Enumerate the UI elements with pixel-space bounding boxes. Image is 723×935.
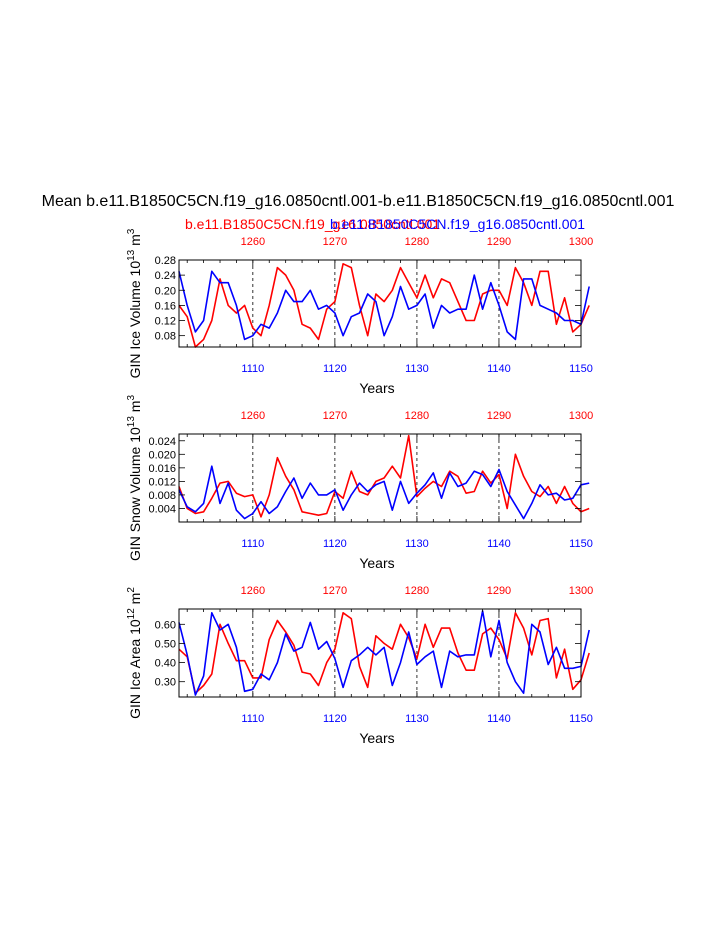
plot-frame xyxy=(178,259,582,348)
x-tick-label-blue: 1110 xyxy=(241,538,264,550)
x-axis-title: Years xyxy=(359,380,394,396)
x-tick-label-red: 1270 xyxy=(323,236,347,248)
y-tick-label: 0.30 xyxy=(155,677,176,689)
main-title: Mean b.e11.B1850C5CN.f19_g16.0850cntl.00… xyxy=(42,193,675,210)
y-tick-label: 0.012 xyxy=(148,476,176,488)
x-tick-label-red: 1300 xyxy=(569,410,593,422)
x-tick-label-red: 1290 xyxy=(487,585,511,597)
y-tick-label: 0.50 xyxy=(155,638,176,650)
y-axis-title: GIN Ice Area 1012 m2 xyxy=(126,587,143,719)
x-tick-label-blue: 1110 xyxy=(241,363,264,375)
y-tick-label: 0.24 xyxy=(155,270,176,282)
y-tick-label: 0.16 xyxy=(155,300,176,312)
x-tick-label-blue: 1120 xyxy=(323,713,347,725)
x-tick-label-blue: 1130 xyxy=(405,713,429,725)
panel-2: 1110 1120 1130 1140 1150 1260 1270 1280 1290 1300… xyxy=(126,395,593,571)
x-tick-label-red: 1300 xyxy=(569,236,593,248)
subtitle-blue: b.e11.B1850C5CN.f19_g16.0850cntl.001 xyxy=(330,216,585,232)
x-tick-label-blue: 1150 xyxy=(569,538,593,550)
x-tick-label-blue: 1140 xyxy=(487,538,511,550)
series-red-line xyxy=(178,434,590,518)
y-tick-label: 0.28 xyxy=(155,255,176,267)
x-tick-label-red: 1260 xyxy=(241,236,265,248)
x-tick-label-blue: 1110 xyxy=(241,713,264,725)
x-tick-label-blue: 1150 xyxy=(569,363,593,375)
y-axis-title: GIN Snow Volume 1013 m3 xyxy=(126,395,143,562)
x-axis-title: Years xyxy=(359,555,394,571)
x-tick-label-blue: 1130 xyxy=(405,363,429,375)
x-tick-label-red: 1280 xyxy=(405,410,429,422)
x-tick-label-blue: 1140 xyxy=(487,363,511,375)
x-axis-title: Years xyxy=(359,730,394,746)
y-tick-label: 0.008 xyxy=(148,490,176,502)
series-red-line xyxy=(178,262,590,348)
series-blue-line xyxy=(178,465,590,520)
series-red-line xyxy=(178,611,590,695)
plot-frame xyxy=(178,608,582,698)
x-tick-label-red: 1300 xyxy=(569,585,593,597)
x-tick-label-blue: 1130 xyxy=(405,538,429,550)
x-tick-label-red: 1260 xyxy=(241,585,265,597)
x-tick-label-blue: 1150 xyxy=(569,713,593,725)
x-tick-label-blue: 1140 xyxy=(487,713,511,725)
x-tick-label-red: 1280 xyxy=(405,236,429,248)
x-tick-label-blue: 1120 xyxy=(323,363,347,375)
panel-3: 1110 1120 1130 1140 1150 1260 1270 1280 1290 1300… xyxy=(126,585,593,746)
series-blue-line xyxy=(178,270,590,341)
subtitle-red: b.e11.B1850C5CN.f19_g16.0850cntl.001 xyxy=(185,216,440,232)
x-tick-label-red: 1270 xyxy=(323,410,347,422)
x-tick-label-blue: 1120 xyxy=(323,538,347,550)
x-tick-label-red: 1260 xyxy=(241,410,265,422)
y-tick-label: 0.12 xyxy=(155,316,176,328)
panel-1: 1110 1120 1130 1140 1150 1260 1270 1280 1290 1300… xyxy=(126,228,593,396)
y-tick-label: 0.004 xyxy=(148,503,176,515)
x-tick-label-red: 1280 xyxy=(405,585,429,597)
y-tick-label: 0.08 xyxy=(155,331,176,343)
y-axis-title: GIN Ice Volume 1013 m3 xyxy=(126,228,143,378)
plot-frame xyxy=(178,433,582,523)
y-tick-label: 0.016 xyxy=(148,463,176,475)
panels: 1110 1120 1130 1140 1150 1260 1270 1280 1290 1300… xyxy=(126,228,593,746)
y-tick-label: 0.20 xyxy=(155,285,176,297)
series-blue-line xyxy=(178,610,590,696)
y-tick-label: 0.020 xyxy=(148,449,176,461)
y-tick-label: 0.024 xyxy=(148,436,176,448)
x-tick-label-red: 1270 xyxy=(323,585,347,597)
x-tick-label-red: 1290 xyxy=(487,236,511,248)
x-tick-label-red: 1290 xyxy=(487,410,511,422)
y-tick-label: 0.40 xyxy=(155,658,176,670)
y-tick-label: 0.60 xyxy=(155,619,176,631)
